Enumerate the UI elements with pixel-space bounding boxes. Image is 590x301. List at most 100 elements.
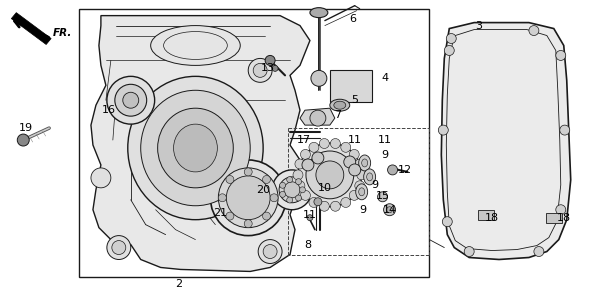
- Text: 5: 5: [351, 95, 358, 105]
- Ellipse shape: [298, 143, 362, 207]
- Ellipse shape: [349, 191, 359, 200]
- Bar: [478, 210, 494, 220]
- Text: 18: 18: [485, 213, 499, 223]
- Text: 12: 12: [398, 165, 412, 175]
- Ellipse shape: [296, 179, 301, 185]
- Ellipse shape: [248, 58, 272, 82]
- Bar: [330, 70, 372, 102]
- Ellipse shape: [284, 182, 300, 198]
- Ellipse shape: [158, 108, 233, 188]
- Text: 14: 14: [382, 205, 396, 215]
- Ellipse shape: [442, 217, 453, 227]
- Ellipse shape: [270, 194, 278, 202]
- Ellipse shape: [226, 175, 234, 184]
- Bar: [79, 9, 430, 278]
- Text: 15: 15: [376, 191, 389, 201]
- Ellipse shape: [330, 138, 340, 148]
- Text: 11: 11: [303, 210, 317, 220]
- Ellipse shape: [293, 170, 303, 180]
- Ellipse shape: [556, 51, 566, 61]
- Ellipse shape: [107, 76, 155, 124]
- Ellipse shape: [287, 177, 293, 183]
- Polygon shape: [11, 13, 51, 45]
- Ellipse shape: [386, 207, 392, 213]
- Text: 3: 3: [476, 20, 483, 31]
- Ellipse shape: [363, 169, 376, 185]
- Ellipse shape: [279, 177, 305, 203]
- Polygon shape: [91, 16, 310, 272]
- Ellipse shape: [464, 247, 474, 256]
- Ellipse shape: [356, 184, 368, 200]
- Ellipse shape: [141, 90, 250, 206]
- Ellipse shape: [226, 212, 234, 220]
- Ellipse shape: [244, 168, 252, 176]
- Text: 4: 4: [381, 73, 388, 83]
- Ellipse shape: [314, 198, 322, 206]
- Ellipse shape: [295, 181, 305, 191]
- Ellipse shape: [258, 240, 282, 263]
- Text: 10: 10: [318, 183, 332, 193]
- Ellipse shape: [334, 101, 346, 109]
- Ellipse shape: [227, 176, 270, 220]
- Text: 7: 7: [335, 110, 342, 120]
- Polygon shape: [441, 23, 571, 259]
- Ellipse shape: [309, 197, 319, 207]
- Ellipse shape: [263, 245, 277, 259]
- Ellipse shape: [529, 26, 539, 36]
- Ellipse shape: [534, 247, 544, 256]
- Ellipse shape: [359, 188, 365, 196]
- Ellipse shape: [310, 8, 328, 18]
- Ellipse shape: [444, 45, 454, 55]
- Ellipse shape: [280, 182, 286, 188]
- Ellipse shape: [150, 26, 240, 65]
- Ellipse shape: [319, 201, 329, 211]
- Ellipse shape: [265, 55, 275, 65]
- Ellipse shape: [309, 142, 319, 152]
- Ellipse shape: [296, 195, 301, 201]
- Ellipse shape: [330, 201, 340, 211]
- Ellipse shape: [107, 236, 131, 259]
- Ellipse shape: [91, 168, 111, 188]
- Ellipse shape: [341, 197, 350, 207]
- Ellipse shape: [280, 191, 286, 197]
- Ellipse shape: [349, 149, 359, 160]
- Ellipse shape: [300, 149, 310, 160]
- Text: 9: 9: [371, 180, 378, 190]
- Ellipse shape: [366, 173, 373, 181]
- Ellipse shape: [378, 192, 388, 202]
- Ellipse shape: [128, 76, 263, 220]
- Ellipse shape: [300, 191, 310, 200]
- Ellipse shape: [312, 152, 324, 164]
- Ellipse shape: [211, 160, 286, 236]
- Text: 13: 13: [261, 64, 275, 73]
- Ellipse shape: [556, 205, 566, 215]
- Ellipse shape: [306, 151, 354, 199]
- Ellipse shape: [263, 212, 270, 220]
- Ellipse shape: [244, 220, 252, 228]
- Text: 17: 17: [297, 135, 311, 145]
- Ellipse shape: [307, 215, 313, 221]
- Ellipse shape: [355, 159, 365, 169]
- Ellipse shape: [384, 204, 395, 216]
- Text: 16: 16: [102, 105, 116, 115]
- Ellipse shape: [355, 181, 365, 191]
- Text: FR.: FR.: [53, 28, 73, 38]
- Text: 6: 6: [349, 14, 356, 23]
- Text: 20: 20: [256, 185, 270, 195]
- Ellipse shape: [319, 138, 329, 148]
- Ellipse shape: [112, 240, 126, 255]
- Text: 18: 18: [557, 213, 571, 223]
- Text: 9: 9: [359, 205, 366, 215]
- Ellipse shape: [344, 156, 356, 168]
- Text: 21: 21: [213, 208, 227, 218]
- Ellipse shape: [438, 125, 448, 135]
- Bar: [546, 213, 562, 223]
- Ellipse shape: [263, 175, 270, 184]
- Polygon shape: [300, 108, 335, 125]
- Ellipse shape: [287, 197, 293, 203]
- Text: 11: 11: [348, 135, 362, 145]
- Ellipse shape: [17, 134, 30, 146]
- Ellipse shape: [310, 110, 326, 126]
- Text: 8: 8: [304, 240, 312, 250]
- Ellipse shape: [316, 161, 344, 189]
